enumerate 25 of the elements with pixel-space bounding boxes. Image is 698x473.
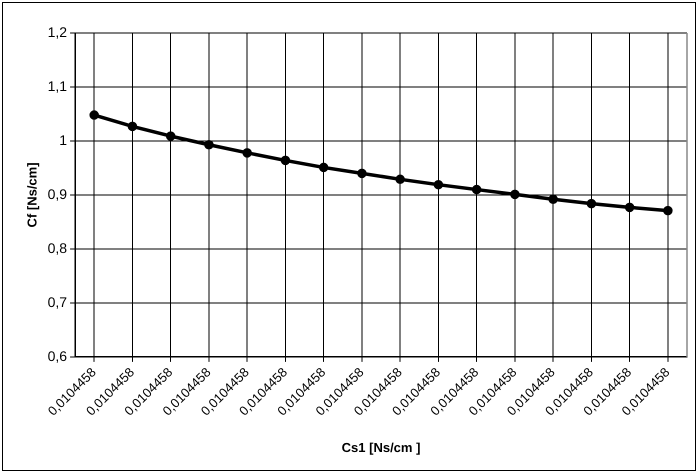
point — [318, 162, 328, 172]
point — [663, 206, 673, 216]
point — [280, 156, 290, 166]
point — [510, 190, 520, 200]
y-tick-label: 0,7 — [48, 294, 68, 310]
point — [242, 148, 252, 158]
point — [128, 122, 138, 132]
point — [586, 198, 596, 208]
point — [548, 194, 558, 204]
point — [395, 174, 405, 184]
y-tick-label: 1,1 — [48, 78, 68, 94]
point — [204, 140, 214, 150]
point — [357, 168, 367, 178]
y-tick-label: 1 — [59, 132, 68, 148]
y-tick-label: 1,2 — [48, 24, 68, 40]
y-tick-label: 0,6 — [48, 348, 68, 364]
point — [166, 131, 176, 141]
y-tick-label: 0,9 — [48, 186, 68, 202]
y-tick-label: 0,8 — [48, 240, 68, 256]
x-axis-title: Cs1 [Ns/cm ] — [342, 440, 420, 455]
point — [89, 110, 99, 120]
y-axis-title: Cf [Ns/cm] — [24, 162, 40, 228]
point — [434, 180, 444, 190]
point — [624, 202, 634, 212]
point — [472, 184, 482, 194]
